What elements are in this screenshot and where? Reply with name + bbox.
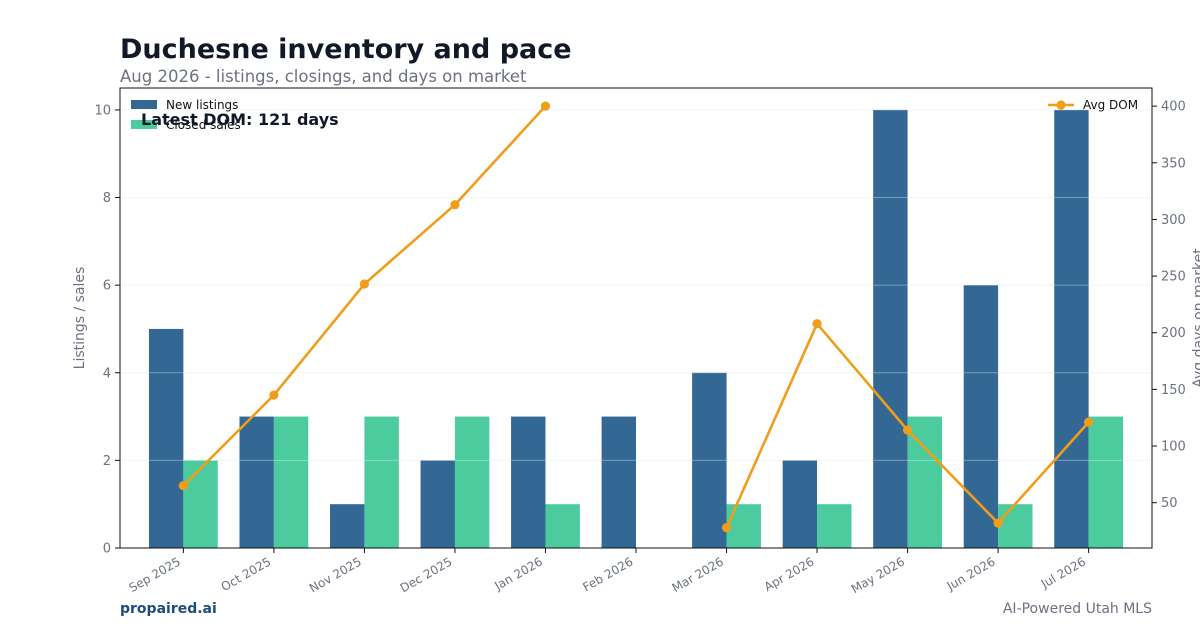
- x-tick-label: Oct 2025: [219, 554, 274, 594]
- dom-point: [359, 279, 370, 289]
- x-tick-label: Dec 2025: [398, 554, 455, 595]
- y2-tick-label: 250: [1161, 270, 1186, 285]
- bar-closed-sales: [817, 504, 852, 548]
- y2-tick-label: 150: [1161, 383, 1186, 398]
- bar-new-listings: [239, 416, 274, 548]
- x-tick-label: Nov 2025: [307, 554, 364, 595]
- y2-axis-label: Avg days on market: [1191, 248, 1200, 388]
- bar-closed-sales: [454, 416, 490, 548]
- dom-line: [178, 101, 1094, 533]
- y2-tick-label: 50: [1161, 496, 1178, 511]
- y-tick-label: 4: [103, 366, 111, 381]
- bar-closed-sales: [998, 504, 1033, 548]
- bar-closed-sales: [907, 416, 942, 548]
- legend-label-closed-sales: Closed sales: [166, 118, 241, 132]
- bar-closed-sales: [1088, 416, 1124, 548]
- bar-new-listings: [692, 372, 727, 548]
- y2-tick-label: 400: [1161, 100, 1186, 115]
- y-tick-label: 6: [103, 279, 111, 294]
- x-tick-label: Jul 2026: [1038, 554, 1088, 591]
- legend-swatch-closed-sales: [131, 120, 157, 129]
- legend-marker-avg-dom: [1056, 100, 1066, 110]
- y-tick-label: 2: [103, 454, 111, 469]
- footer-brand: propaired.ai: [120, 601, 217, 617]
- legends: New listings Closed sales Avg DOM: [131, 98, 1138, 132]
- bar-new-listings: [963, 285, 999, 548]
- y-tick-label: 8: [103, 191, 111, 206]
- y-tick-label: 10: [94, 103, 111, 118]
- dom-point: [993, 518, 1003, 528]
- dom-point: [721, 523, 732, 533]
- footer-tagline: AI-Powered Utah MLS: [1002, 601, 1152, 617]
- x-tick-label: Apr 2026: [762, 554, 817, 594]
- bar-new-listings: [420, 460, 455, 548]
- dom-point: [450, 200, 460, 210]
- y2-tick-label: 200: [1161, 326, 1186, 341]
- bar-new-listings: [1054, 109, 1089, 549]
- bar-new-listings: [511, 416, 546, 548]
- dom-point: [178, 481, 188, 491]
- bar-closed-sales: [273, 416, 309, 548]
- x-tick-label: Jan 2026: [491, 554, 545, 593]
- y2-tick-label: 350: [1161, 156, 1186, 171]
- dom-point: [902, 425, 913, 435]
- chart-subtitle: Aug 2026 - listings, closings, and days …: [120, 67, 527, 86]
- bar-new-listings: [601, 416, 636, 548]
- bars: [120, 109, 1152, 549]
- y-axis-label: Listings / sales: [72, 267, 88, 370]
- dom-point: [540, 101, 551, 111]
- dom-point: [269, 390, 279, 400]
- bar-new-listings: [330, 504, 365, 548]
- bar-closed-sales: [726, 504, 761, 548]
- dom-point: [1084, 417, 1094, 427]
- x-tick-label: Mar 2026: [670, 554, 726, 595]
- bar-new-listings: [782, 460, 818, 548]
- legend-label-avg-dom: Avg DOM: [1083, 98, 1138, 112]
- legend-swatch-new-listings: [131, 100, 157, 109]
- dom-point: [812, 319, 822, 329]
- x-tick-label: Jun 2026: [944, 554, 998, 593]
- bar-closed-sales: [183, 460, 218, 548]
- x-tick-label: Feb 2026: [580, 554, 635, 594]
- bar-closed-sales: [364, 416, 399, 548]
- x-tick-label: May 2026: [849, 554, 907, 596]
- x-tick-label: Sep 2025: [127, 554, 183, 595]
- bar-closed-sales: [545, 504, 580, 548]
- bar-new-listings: [873, 109, 908, 549]
- y2-tick-label: 100: [1161, 440, 1186, 455]
- y-tick-label: 0: [103, 542, 111, 557]
- latest-dom-annotation: Latest DOM: 121 days: [141, 110, 339, 129]
- chart-title: Duchesne inventory and pace: [120, 34, 572, 65]
- bar-new-listings: [148, 328, 184, 548]
- y2-tick-label: 300: [1161, 213, 1186, 228]
- legend-label-new-listings: New listings: [166, 98, 238, 112]
